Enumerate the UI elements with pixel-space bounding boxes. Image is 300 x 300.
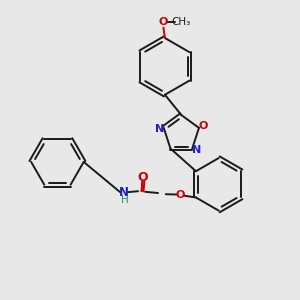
Text: O: O	[137, 171, 148, 184]
Text: O: O	[176, 190, 185, 200]
Text: H: H	[121, 195, 129, 205]
Text: CH₃: CH₃	[171, 17, 190, 27]
Text: O: O	[159, 17, 168, 27]
Text: N: N	[155, 124, 164, 134]
Text: N: N	[192, 145, 201, 155]
Text: N: N	[119, 186, 129, 199]
Text: O: O	[199, 122, 208, 131]
